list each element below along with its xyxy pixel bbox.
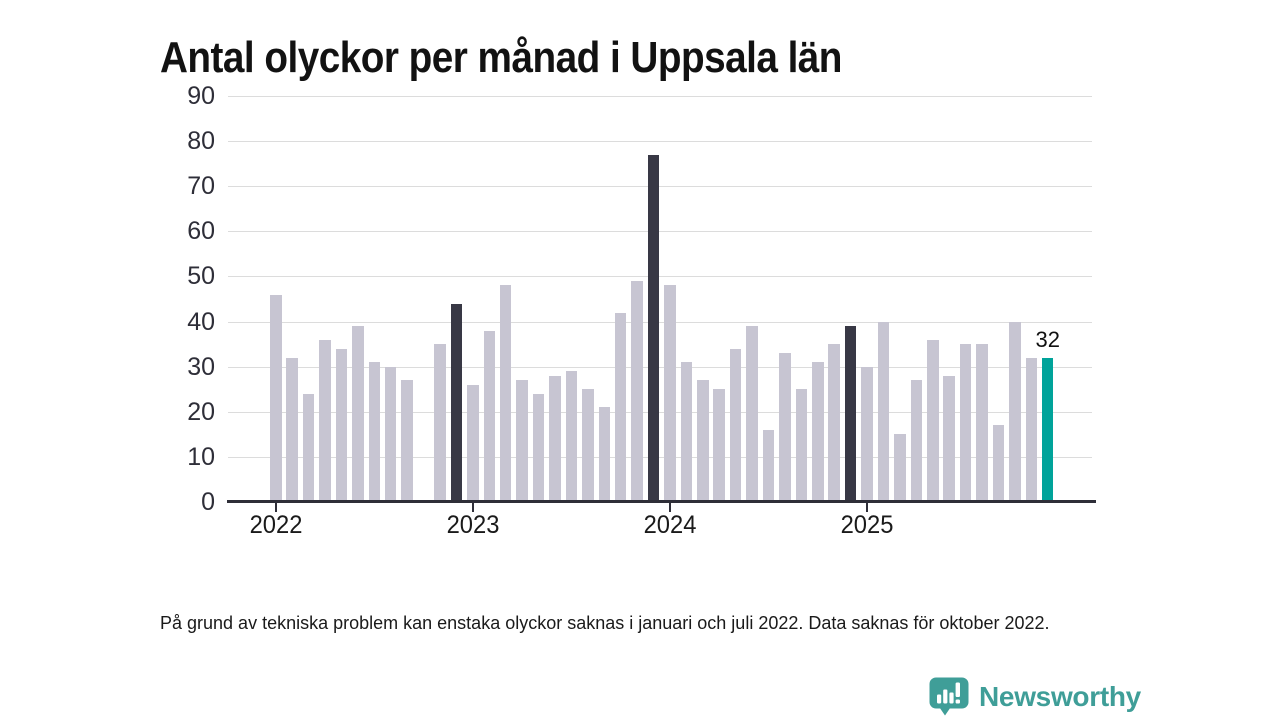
bar-2023-04 — [516, 380, 528, 502]
bar-2024-10 — [812, 362, 824, 502]
bar-2024-05 — [729, 348, 742, 502]
y-axis-tick-label: 70 — [187, 172, 215, 201]
x-axis-year-label: 2022 — [249, 511, 303, 539]
bar-2024-11 — [828, 344, 840, 502]
plot-area: 32 2022 2023 2024 2025 — [227, 96, 1096, 539]
newsworthy-bubble-chart-icon — [928, 676, 970, 717]
x-axis-tick — [274, 503, 277, 512]
newsworthy-logo: Newsworthy — [928, 676, 1141, 717]
gridline — [228, 186, 1092, 188]
y-axis-tick-label: 90 — [187, 82, 215, 110]
y-axis-tick-label: 60 — [187, 217, 215, 246]
gridline — [228, 321, 1092, 323]
bar-2022-12 — [450, 303, 463, 502]
bar-2023-03 — [499, 285, 512, 502]
gridline — [228, 96, 1092, 97]
bar-2025-05 — [927, 339, 939, 502]
bar-2025-01 — [861, 366, 873, 502]
bar-2024-09 — [795, 389, 808, 502]
y-axis-tick-label: 10 — [187, 442, 215, 471]
x-axis-tick — [471, 503, 474, 512]
y-axis-tick-label: 30 — [187, 352, 215, 381]
bar-2024-04 — [713, 389, 725, 502]
bar-2025-08 — [976, 344, 988, 502]
bar-2025-03 — [894, 434, 906, 502]
y-axis-tick-label: 50 — [187, 262, 215, 291]
bar-2022-02 — [286, 357, 298, 502]
bar-2024-12 — [844, 326, 857, 502]
gridline — [228, 366, 1092, 368]
bar-2022-09 — [401, 380, 413, 502]
bar-2022-03 — [302, 393, 315, 502]
bar-2023-11 — [631, 280, 643, 502]
gridline — [228, 411, 1092, 413]
footnote: På grund av tekniska problem kan enstaka… — [160, 613, 1050, 633]
gridline — [228, 141, 1092, 143]
bar-2025-09 — [992, 425, 1005, 502]
bar-2023-09 — [598, 407, 610, 502]
bar-2024-02 — [680, 362, 693, 502]
bar-2023-05 — [532, 393, 545, 502]
bar-2022-01 — [270, 294, 282, 502]
bar-2025-12 — [1041, 357, 1054, 502]
bar-2023-07 — [565, 371, 578, 502]
gridline — [228, 456, 1092, 458]
bar-2023-01 — [467, 384, 479, 502]
bar-2024-08 — [779, 353, 791, 502]
bar-2024-03 — [697, 380, 709, 502]
bar-2025-02 — [877, 321, 890, 502]
x-axis-year-label: 2025 — [840, 511, 894, 539]
x-axis-baseline — [227, 500, 1096, 503]
y-axis-tick-label: 0 — [201, 488, 215, 516]
bar-2025-04 — [910, 380, 923, 502]
newsworthy-logo-text: Newsworthy — [979, 680, 1141, 712]
bar-2022-11 — [434, 344, 446, 502]
bar-2022-05 — [335, 348, 348, 502]
bar-2024-01 — [664, 285, 676, 502]
y-axis-tick-label: 80 — [187, 127, 215, 156]
bar-value-label: 32 — [1035, 326, 1060, 352]
x-axis-year-label: 2024 — [643, 511, 697, 539]
bar-2025-10 — [1009, 321, 1021, 502]
bar-2022-06 — [352, 326, 364, 502]
bar-2023-08 — [582, 389, 594, 502]
gridline — [228, 276, 1092, 278]
bar-2023-10 — [614, 312, 627, 502]
x-axis-tick — [668, 503, 671, 512]
bar-2023-12 — [647, 154, 660, 502]
y-axis-tick-label: 20 — [187, 397, 215, 426]
bar-2023-06 — [549, 375, 561, 502]
x-axis-year-label: 2023 — [446, 511, 500, 539]
bar-2022-08 — [384, 366, 397, 502]
y-axis-tick-label: 40 — [187, 307, 215, 336]
bar-2024-07 — [762, 429, 775, 502]
bar-2023-02 — [483, 330, 496, 502]
x-axis-tick — [866, 503, 869, 512]
bar-2024-06 — [746, 326, 758, 502]
bar-2025-07 — [959, 344, 972, 502]
bar-2022-07 — [368, 362, 381, 502]
gridline — [228, 231, 1092, 233]
bar-2025-11 — [1025, 357, 1038, 502]
bar-2025-06 — [943, 375, 955, 502]
page-title: Antal olyckor per månad i Uppsala län — [160, 33, 842, 83]
bar-2022-04 — [319, 339, 331, 502]
